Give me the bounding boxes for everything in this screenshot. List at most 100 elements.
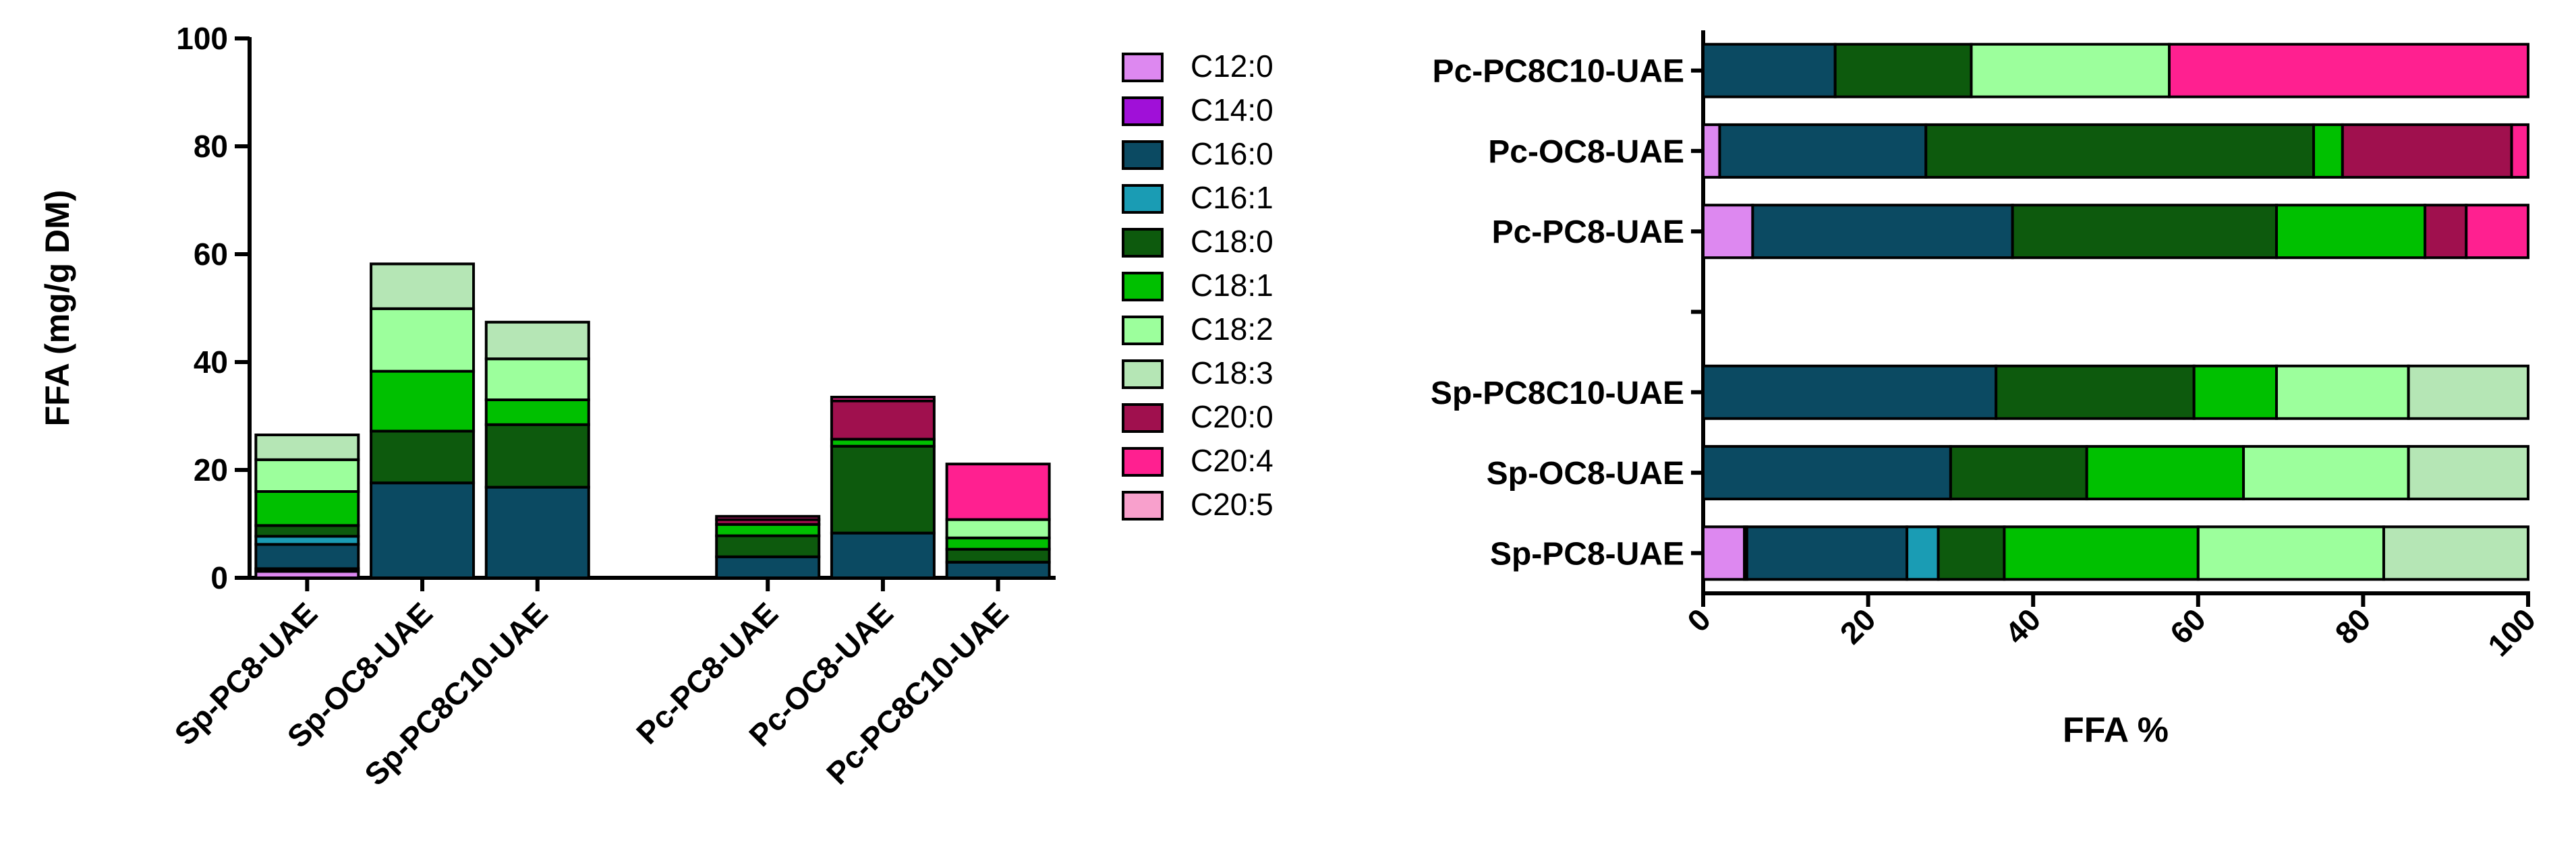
legend-swatch-c18-3 xyxy=(1122,359,1164,389)
bar-segment-sp-pc8-uae-c18-0 xyxy=(254,524,360,538)
y-tick-label: 40 xyxy=(194,345,228,380)
bar-segment-pc-pc8c10-uae-c16-0 xyxy=(1702,42,1837,98)
legend-label: C12:0 xyxy=(1191,49,1273,84)
legend-swatch-c18-2 xyxy=(1122,316,1164,345)
bar-segment-sp-pc8c10-uae-c16-0 xyxy=(1702,364,1998,420)
bar-segment-pc-pc8-uae-c20-4 xyxy=(2465,204,2529,260)
bar-segment-pc-pc8-uae-c12-0 xyxy=(1702,204,1754,260)
bar-segment-sp-pc8c10-uae-c16-0 xyxy=(484,485,590,579)
bar-segment-pc-oc8-uae-c18-0 xyxy=(830,444,936,535)
bar-segment-sp-oc8-uae-c18-2 xyxy=(370,307,476,373)
y-tick-label: 100 xyxy=(176,21,228,56)
bar-segment-sp-pc8-uae-c16-0 xyxy=(1745,525,1909,581)
bar-segment-sp-oc8-uae-c18-1 xyxy=(370,369,476,433)
legend-swatch-c14-0 xyxy=(1122,96,1164,126)
bar-segment-pc-pc8c10-uae-c18-0 xyxy=(1833,42,1973,98)
bar-segment-pc-pc8c10-uae-c18-2 xyxy=(945,518,1051,539)
bar-segment-pc-pc8-uae-c20-0 xyxy=(2424,204,2468,260)
legend-swatch-c20-0 xyxy=(1122,403,1164,433)
bar-segment-pc-pc8c10-uae-c16-0 xyxy=(945,560,1051,579)
y-tick-label: 80 xyxy=(194,129,228,164)
bar-segment-pc-oc8-uae-c16-0 xyxy=(830,531,936,579)
bar-segment-pc-pc8c10-uae-c20-4 xyxy=(2167,42,2530,98)
legend-swatch-c18-0 xyxy=(1122,228,1164,258)
bar-segment-sp-pc8c10-uae-c18-0 xyxy=(484,423,590,489)
legend-label: C20:0 xyxy=(1191,399,1273,434)
bar-segment-sp-pc8c10-uae-c18-1 xyxy=(484,398,590,426)
x-axis-title: FFA % xyxy=(2063,711,2169,750)
bar-segment-pc-pc8c10-uae-c20-4 xyxy=(945,463,1051,521)
bar-segment-sp-pc8-uae-c12-0 xyxy=(1702,525,1746,581)
bar-segment-sp-oc8-uae-c18-0 xyxy=(370,429,476,485)
bar-segment-sp-pc8-uae-c18-2 xyxy=(254,458,360,493)
y-tick-label: Pc-PC8C10-UAE xyxy=(1433,54,1684,90)
legend-swatch-c12-0 xyxy=(1122,53,1164,82)
bar-segment-sp-pc8c10-uae-c18-0 xyxy=(1995,364,2196,420)
bar-segment-sp-pc8-uae-c18-3 xyxy=(254,434,360,461)
bar-segment-pc-pc8-uae-c18-1 xyxy=(715,523,821,537)
legend-label: C18:3 xyxy=(1191,355,1273,390)
bar-segment-pc-oc8-uae-c12-0 xyxy=(1702,123,1721,179)
y-tick-label: 20 xyxy=(194,452,228,487)
bar-segment-pc-pc8-uae-c18-0 xyxy=(715,534,821,558)
bar-segment-pc-pc8-uae-c16-0 xyxy=(1751,204,2014,260)
legend-label: C16:0 xyxy=(1191,136,1273,171)
bar-segment-pc-oc8-uae-c16-0 xyxy=(1718,123,1928,179)
y-axis-title: FFA (mg/g DM) xyxy=(38,190,76,427)
bar-segment-sp-oc8-uae-c18-0 xyxy=(1949,445,2088,501)
y-tick-label: Pc-OC8-UAE xyxy=(1488,134,1684,170)
bar-segment-sp-pc8c10-uae-c18-1 xyxy=(2192,364,2278,420)
legend-swatch-c20-4 xyxy=(1122,447,1164,477)
bar-segment-sp-pc8-uae-c16-0 xyxy=(254,543,360,570)
bar-segment-pc-oc8-uae-c18-1 xyxy=(2312,123,2344,179)
bar-segment-pc-oc8-uae-c20-0 xyxy=(830,399,936,441)
bar-segment-sp-pc8-uae-c18-1 xyxy=(2003,525,2200,581)
legend-label: C18:2 xyxy=(1191,311,1273,347)
bar-segment-sp-pc8-uae-c16-1 xyxy=(1906,525,1940,581)
legend-label: C18:0 xyxy=(1191,224,1273,259)
bar-segment-pc-pc8c10-uae-c18-1 xyxy=(945,536,1051,551)
bar-segment-sp-oc8-uae-c18-3 xyxy=(370,262,476,310)
legend-swatch-c20-5 xyxy=(1122,491,1164,521)
bar-segment-sp-oc8-uae-c16-0 xyxy=(1702,445,1952,501)
bar-segment-pc-oc8-uae-c20-0 xyxy=(2341,123,2513,179)
bar-segment-pc-pc8-uae-c18-1 xyxy=(2274,204,2427,260)
legend-swatch-c18-1 xyxy=(1122,272,1164,301)
bar-segment-sp-pc8-uae-c18-0 xyxy=(1937,525,2006,581)
bar-segment-pc-oc8-uae-c20-4 xyxy=(2510,123,2530,179)
bar-segment-sp-pc8-uae-c18-3 xyxy=(2382,525,2530,581)
bar-segment-pc-oc8-uae-c20-4 xyxy=(830,396,936,403)
bar-segment-sp-pc8-uae-c18-2 xyxy=(2196,525,2385,581)
bar-segment-sp-oc8-uae-c18-1 xyxy=(2085,445,2245,501)
y-tick-label: 60 xyxy=(194,237,228,272)
bar-segment-sp-pc8c10-uae-c18-2 xyxy=(2274,364,2410,420)
y-tick-label: Pc-PC8-UAE xyxy=(1492,214,1684,250)
legend-swatch-c16-1 xyxy=(1122,184,1164,214)
bar-segment-pc-pc8c10-uae-c18-0 xyxy=(945,547,1051,564)
bar-segment-sp-pc8c10-uae-c18-3 xyxy=(484,320,590,361)
bar-segment-sp-pc8c10-uae-c18-3 xyxy=(2407,364,2530,420)
bar-segment-sp-oc8-uae-c18-3 xyxy=(2407,445,2530,501)
bar-segment-pc-pc8-uae-c16-0 xyxy=(715,555,821,579)
legend-label: C20:5 xyxy=(1191,487,1273,522)
legend-label: C18:1 xyxy=(1191,268,1273,303)
legend: C12:0 C14:0 C16:0 C16:1 C18:0 C18:1 C18:2 C18:3… xyxy=(1122,49,1273,522)
bar-segment-pc-pc8c10-uae-c18-2 xyxy=(1970,42,2171,98)
bar-segment-sp-oc8-uae-c18-2 xyxy=(2242,445,2410,501)
legend-label: C20:4 xyxy=(1191,443,1273,478)
bar-segment-sp-pc8c10-uae-c18-2 xyxy=(484,357,590,402)
bar-segment-pc-pc8-uae-c20-4 xyxy=(715,514,821,521)
legend-label: C14:0 xyxy=(1191,92,1273,127)
y-tick-label: Sp-PC8C10-UAE xyxy=(1431,376,1684,411)
bar-segment-sp-oc8-uae-c16-0 xyxy=(370,481,476,580)
legend-label: C16:1 xyxy=(1191,180,1273,215)
y-tick-label: Sp-OC8-UAE xyxy=(1487,456,1684,492)
bar-segment-pc-oc8-uae-c18-0 xyxy=(1924,123,2316,179)
bar-segment-sp-pc8-uae-c18-1 xyxy=(254,490,360,527)
legend-swatch-c16-0 xyxy=(1122,140,1164,170)
y-tick-label: Sp-PC8-UAE xyxy=(1490,536,1684,572)
bar-segment-pc-pc8-uae-c18-0 xyxy=(2011,204,2278,260)
y-tick-label: 0 xyxy=(210,560,228,595)
